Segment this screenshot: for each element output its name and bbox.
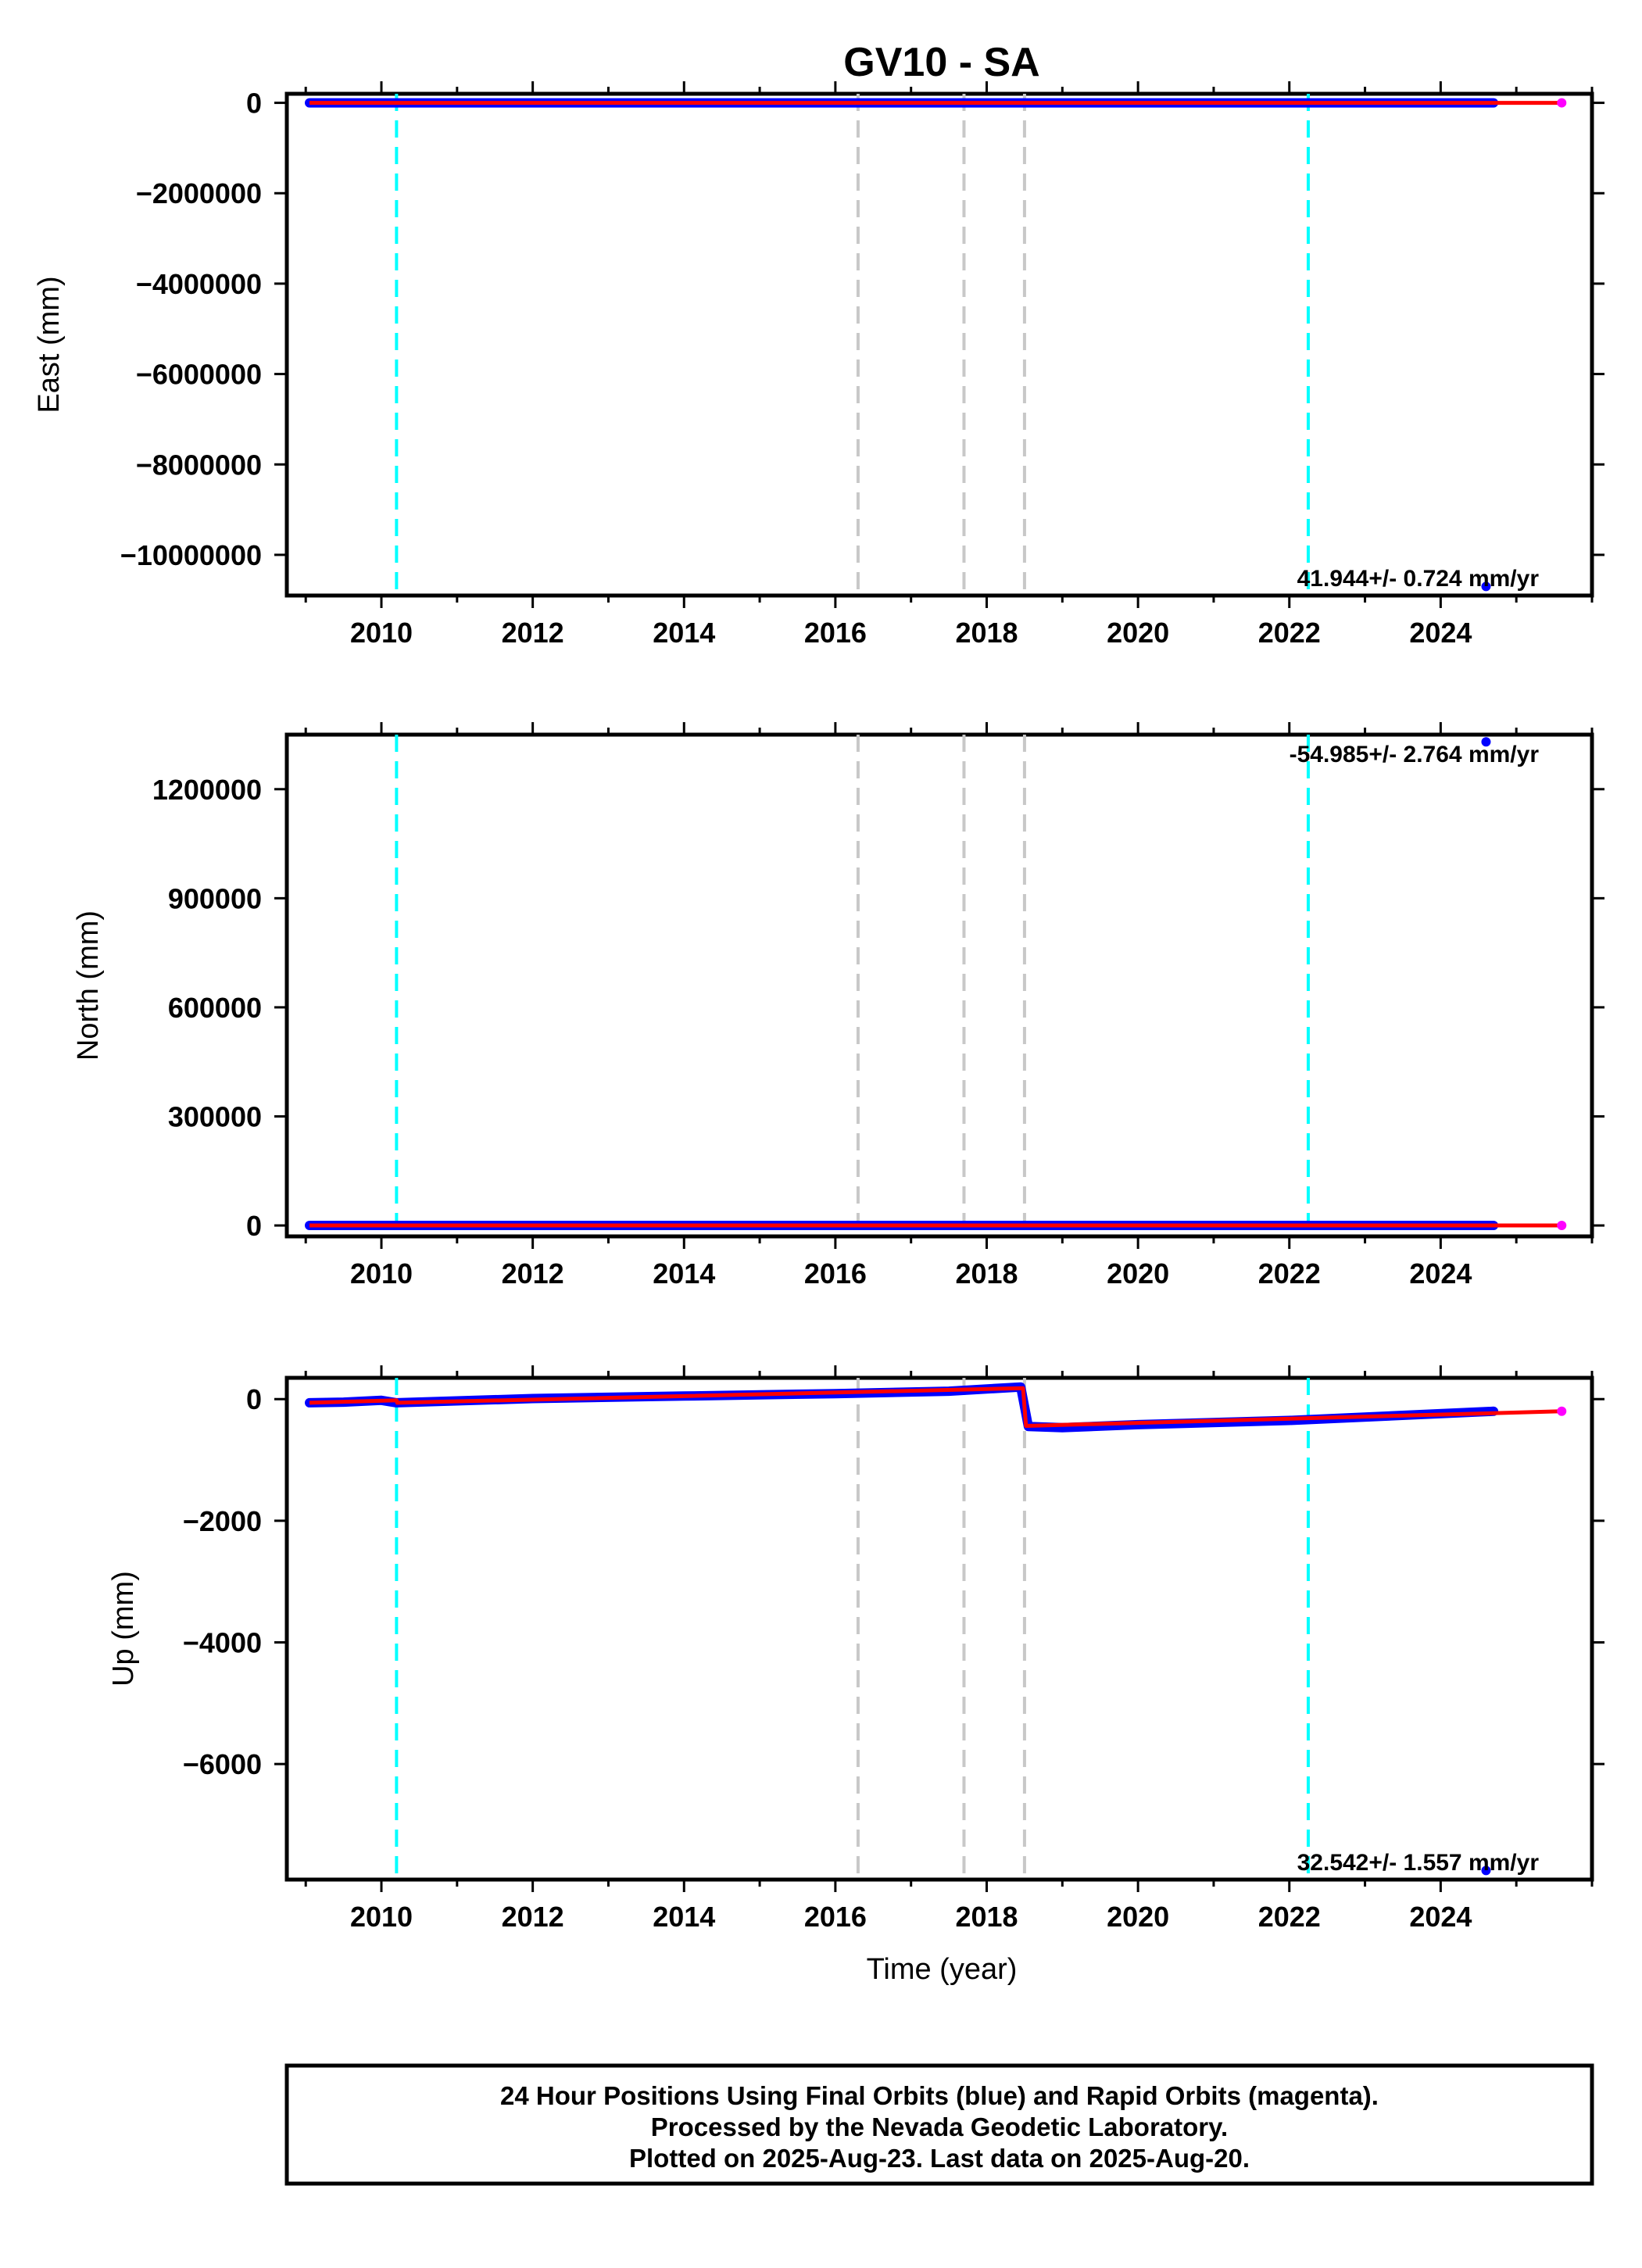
up-y-tick-label: −6000 — [183, 1748, 262, 1780]
north-y-tick-label: 1200000 — [152, 774, 262, 806]
east-y-tick-label: 0 — [246, 88, 262, 120]
up-x-tick-label: 2014 — [653, 1901, 715, 1933]
north-y-tick-label: 600000 — [168, 992, 262, 1024]
east-plot-frame — [284, 91, 1594, 598]
up-x-tick-label: 2020 — [1107, 1901, 1169, 1933]
east-y-axis-label: East (mm) — [33, 276, 66, 413]
east-x-tick-label: 2024 — [1409, 617, 1472, 649]
north-x-tick-label: 2012 — [502, 1257, 564, 1290]
east-panel: 2010 2012 2014 2016 2018 2020 2022 2024 0 −200000… — [33, 81, 1604, 649]
east-x-tick-label: 2022 — [1258, 617, 1321, 649]
east-x-tick-label: 2020 — [1107, 617, 1169, 649]
up-y-tick-label: −2000 — [183, 1505, 262, 1537]
up-x-tick-label: 2016 — [804, 1901, 867, 1933]
up-rate-label: 32.542+/- 1.557 mm/yr — [1297, 1850, 1540, 1876]
north-y-tick-label: 900000 — [168, 882, 262, 914]
up-y-tick-label: 0 — [246, 1383, 262, 1415]
north-x-tick-label: 2016 — [804, 1257, 867, 1290]
east-y-tick-label: −6000000 — [136, 359, 262, 391]
east-y-tick-label: −8000000 — [136, 449, 262, 481]
up-x-tick-label: 2018 — [955, 1901, 1018, 1933]
north-x-tick-label: 2010 — [350, 1257, 413, 1290]
north-rapid-orbit-point — [1557, 1221, 1567, 1231]
east-y-tick-label: −10000000 — [120, 539, 262, 571]
up-rapid-orbit-point — [1557, 1406, 1567, 1416]
up-y-tick-label: −4000 — [183, 1627, 262, 1659]
up-panel: 2010 2012 2014 2016 2018 2020 2022 2024 0 −2000 −4… — [107, 1365, 1604, 1933]
up-x-tick-label: 2024 — [1409, 1901, 1472, 1933]
east-x-tick-label: 2010 — [350, 617, 413, 649]
north-x-tick-label: 2018 — [955, 1257, 1018, 1290]
north-panel: 2010 2012 2014 2016 2018 2020 2022 2024 0 300000 6… — [72, 722, 1604, 1290]
east-rate-label: 41.944+/- 0.724 mm/yr — [1297, 566, 1540, 592]
east-rapid-orbit-point — [1557, 98, 1567, 108]
north-y-axis-label: North (mm) — [72, 910, 105, 1061]
north-x-tick-label: 2014 — [653, 1257, 715, 1290]
chart-title: GV10 - SA — [843, 40, 1039, 85]
north-x-tick-label: 2024 — [1409, 1257, 1472, 1290]
footer-line-1: 24 Hour Positions Using Final Orbits (bl… — [500, 2081, 1379, 2110]
north-y-tick-label: 300000 — [168, 1100, 262, 1132]
north-outlier-point — [1481, 737, 1491, 747]
east-y-tick-label: −4000000 — [136, 268, 262, 300]
up-x-tick-label: 2012 — [502, 1901, 564, 1933]
footer-line-2: Processed by the Nevada Geodetic Laborat… — [651, 2112, 1228, 2141]
north-y-tick-label: 0 — [246, 1210, 262, 1242]
east-outlier-point — [1481, 581, 1491, 592]
footer-line-3: Plotted on 2025-Aug-23. Last data on 202… — [629, 2144, 1250, 2173]
north-x-tick-label: 2020 — [1107, 1257, 1169, 1290]
east-x-tick-label: 2016 — [804, 617, 867, 649]
east-x-tick-label: 2018 — [955, 617, 1018, 649]
up-y-axis-label: Up (mm) — [107, 1571, 140, 1687]
north-rate-label: -54.985+/- 2.764 mm/yr — [1290, 742, 1540, 767]
up-plot-frame — [284, 1375, 1594, 1882]
east-y-tick-label: −2000000 — [136, 177, 262, 209]
footer-box — [284, 2063, 1594, 2186]
x-axis-label: Time (year) — [867, 1953, 1018, 1986]
up-model-fit-line — [309, 1386, 1562, 1428]
north-x-tick-label: 2022 — [1258, 1257, 1321, 1290]
up-outlier-point — [1481, 1866, 1491, 1876]
up-x-tick-label: 2010 — [350, 1901, 413, 1933]
north-plot-frame — [284, 732, 1594, 1239]
east-x-tick-label: 2014 — [653, 617, 715, 649]
east-x-tick-label: 2012 — [502, 617, 564, 649]
up-x-tick-label: 2022 — [1258, 1901, 1321, 1933]
